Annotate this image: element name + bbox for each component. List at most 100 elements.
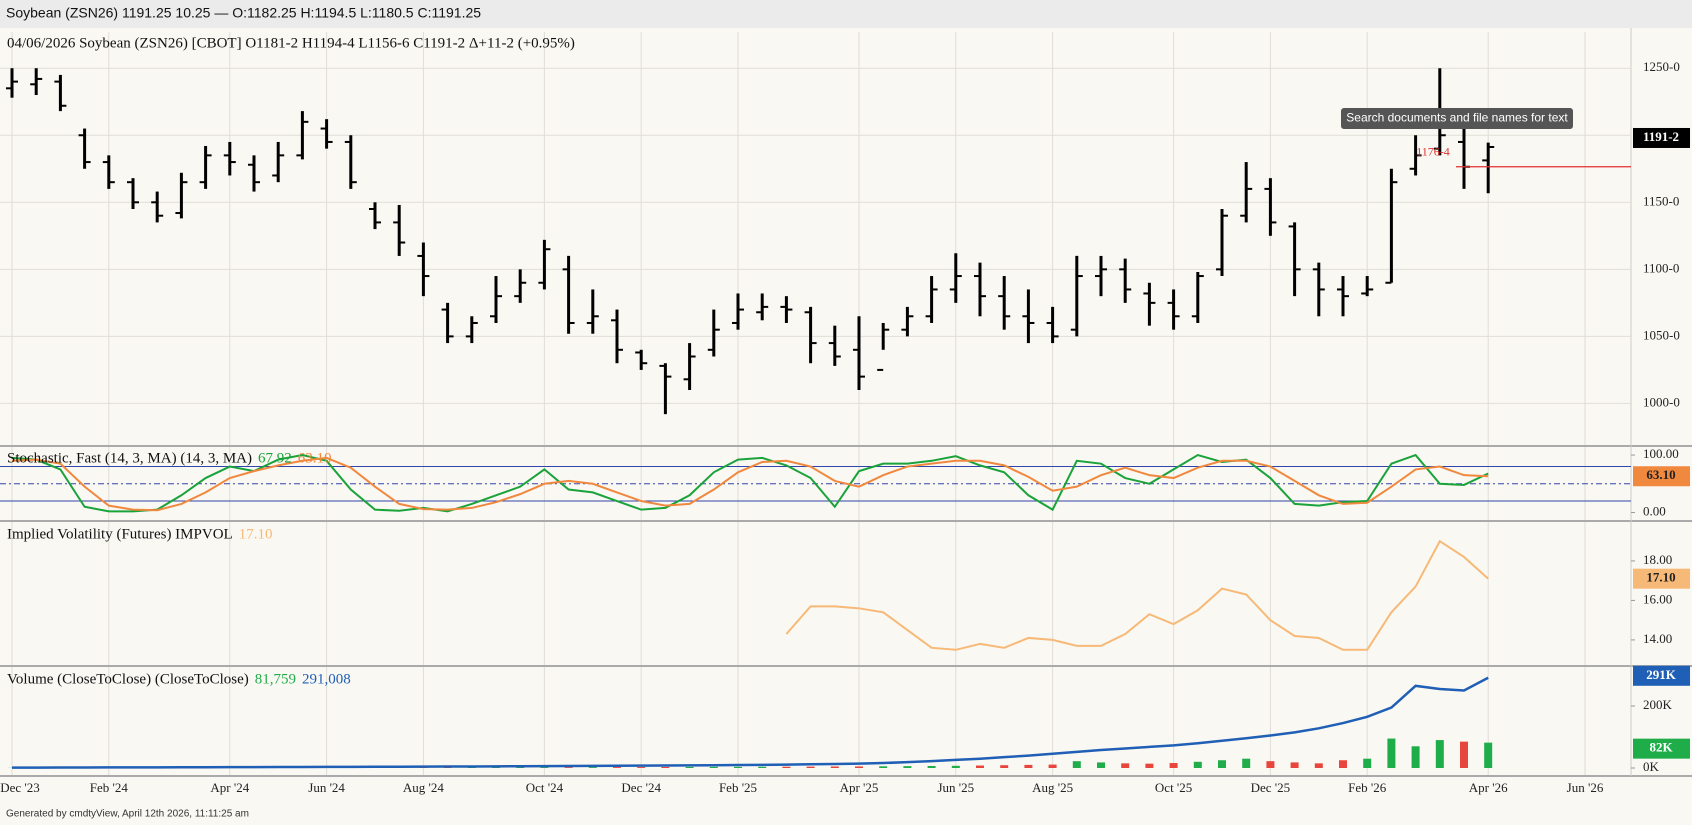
volume-bar — [1072, 761, 1081, 768]
volume-bar — [661, 767, 670, 768]
y-tick-label: 1000-0 — [1643, 394, 1680, 409]
volume-bar — [1048, 764, 1057, 768]
volume-bar — [685, 766, 694, 768]
x-tick-label: Oct '24 — [526, 780, 564, 795]
last-value-box — [1633, 738, 1690, 759]
y-tick-label: 1150-0 — [1643, 193, 1679, 208]
volume-bar — [806, 766, 815, 768]
last-value-label: 17.10 — [1646, 570, 1675, 585]
y-tick-label: 1050-0 — [1643, 327, 1680, 342]
volume-bar — [709, 766, 718, 768]
series-line — [11, 456, 1489, 512]
volume-bar — [830, 766, 839, 768]
volume-bar — [1411, 746, 1420, 768]
x-tick-label: Apr '24 — [210, 780, 249, 795]
x-tick-label: Oct '25 — [1155, 780, 1192, 795]
x-tick-label: Jun '25 — [937, 780, 974, 795]
panel-title: 04/06/2026 Soybean (ZSN26) [CBOT] O1181-… — [7, 35, 575, 51]
volume-bar — [1266, 761, 1275, 768]
x-tick-label: Feb '25 — [719, 780, 757, 795]
volume-bar — [1339, 760, 1347, 768]
volume-bar — [613, 767, 621, 768]
x-tick-label: Dec '24 — [621, 780, 661, 795]
volume-bar — [855, 766, 863, 768]
x-tick-label: Apr '26 — [1469, 780, 1508, 795]
y-tick-label: 200K — [1643, 697, 1673, 712]
y-tick-label: 0K — [1643, 759, 1660, 774]
volume-bar — [1435, 740, 1444, 768]
header-text: Soybean (ZSN26) 1191.25 10.25 — O:1182.2… — [6, 5, 481, 21]
last-value-box — [1633, 127, 1690, 148]
x-tick-label: Aug '24 — [403, 780, 444, 795]
volume-bar — [492, 767, 500, 768]
panel-title: Volume (CloseToClose) (CloseToClose) — [7, 671, 249, 687]
y-tick-label: 14.00 — [1643, 631, 1672, 646]
legend-value: 81,759 — [255, 671, 296, 687]
volume-bar — [734, 766, 742, 768]
volume-bar — [1000, 765, 1009, 768]
y-tick-label: 1100-0 — [1643, 260, 1679, 275]
volume-bar — [1460, 741, 1468, 768]
y-tick-label: 1250-0 — [1643, 59, 1680, 74]
x-tick-label: Feb '26 — [1348, 780, 1387, 795]
volume-bar — [637, 767, 646, 768]
volume-bar — [782, 766, 791, 768]
legend-value: 63.10 — [298, 450, 332, 466]
legend-value: 291,008 — [302, 671, 351, 687]
volume-bar — [951, 765, 960, 768]
volume-bar — [976, 765, 984, 768]
series-line — [11, 676, 1489, 769]
volume-bar — [588, 767, 597, 768]
volume-bar — [1290, 762, 1299, 768]
last-value-label: 63.10 — [1646, 467, 1675, 482]
panel-title: Implied Volatility (Futures) IMPVOL — [7, 526, 233, 542]
volume-bar — [1169, 763, 1178, 768]
last-value-label: 1191-2 — [1643, 129, 1679, 144]
volume-bar — [1242, 758, 1251, 768]
volume-bar — [758, 766, 767, 768]
y-tick-label: 0.00 — [1643, 504, 1666, 519]
legend-value: 67.92 — [258, 450, 292, 466]
volume-bar — [1484, 742, 1493, 768]
last-value-label: 291K — [1646, 667, 1677, 682]
x-tick-label: Jun '24 — [308, 780, 345, 795]
last-value-box — [1633, 568, 1690, 589]
volume-bar — [540, 767, 549, 768]
y-tick-label: 16.00 — [1643, 591, 1672, 606]
x-tick-label: Dec '23 — [0, 780, 40, 795]
last-value-box — [1633, 665, 1690, 686]
volume-bar — [1193, 761, 1202, 768]
panel-title: Stochastic, Fast (14, 3, MA) (14, 3, MA) — [7, 450, 252, 466]
x-tick-label: Aug '25 — [1032, 780, 1073, 795]
footer-text: Generated by cmdtyView, April 12th 2026,… — [6, 809, 249, 820]
last-value-box — [1633, 466, 1690, 487]
y-tick-label: 18.00 — [1643, 552, 1672, 567]
last-value-label: 82K — [1649, 740, 1673, 755]
volume-bar — [564, 767, 573, 768]
x-tick-label: Apr '25 — [840, 780, 879, 795]
volume-bar — [1097, 762, 1105, 768]
volume-bar — [1314, 763, 1323, 768]
x-tick-label: Jun '26 — [1567, 780, 1604, 795]
header-bar — [0, 0, 1692, 28]
volume-bar — [516, 767, 525, 768]
volume-bar — [1121, 763, 1130, 768]
tooltip-text: Search documents and file names for text — [1346, 111, 1568, 125]
reference-label: 1176-4 — [1416, 145, 1450, 159]
x-tick-label: Dec '25 — [1251, 780, 1291, 795]
volume-bar — [1024, 764, 1033, 768]
x-tick-label: Feb '24 — [90, 780, 129, 795]
volume-bar — [1363, 758, 1372, 768]
volume-bar — [1145, 763, 1154, 768]
volume-bar — [1387, 738, 1396, 768]
volume-bar — [1218, 760, 1226, 768]
volume-bar — [927, 765, 936, 768]
volume-bar — [903, 766, 912, 768]
volume-bar — [879, 766, 888, 768]
tooltip-box — [1341, 108, 1573, 129]
legend-value: 17.10 — [239, 526, 273, 542]
series-line — [785, 539, 1489, 651]
y-tick-label: 100.00 — [1643, 446, 1679, 461]
